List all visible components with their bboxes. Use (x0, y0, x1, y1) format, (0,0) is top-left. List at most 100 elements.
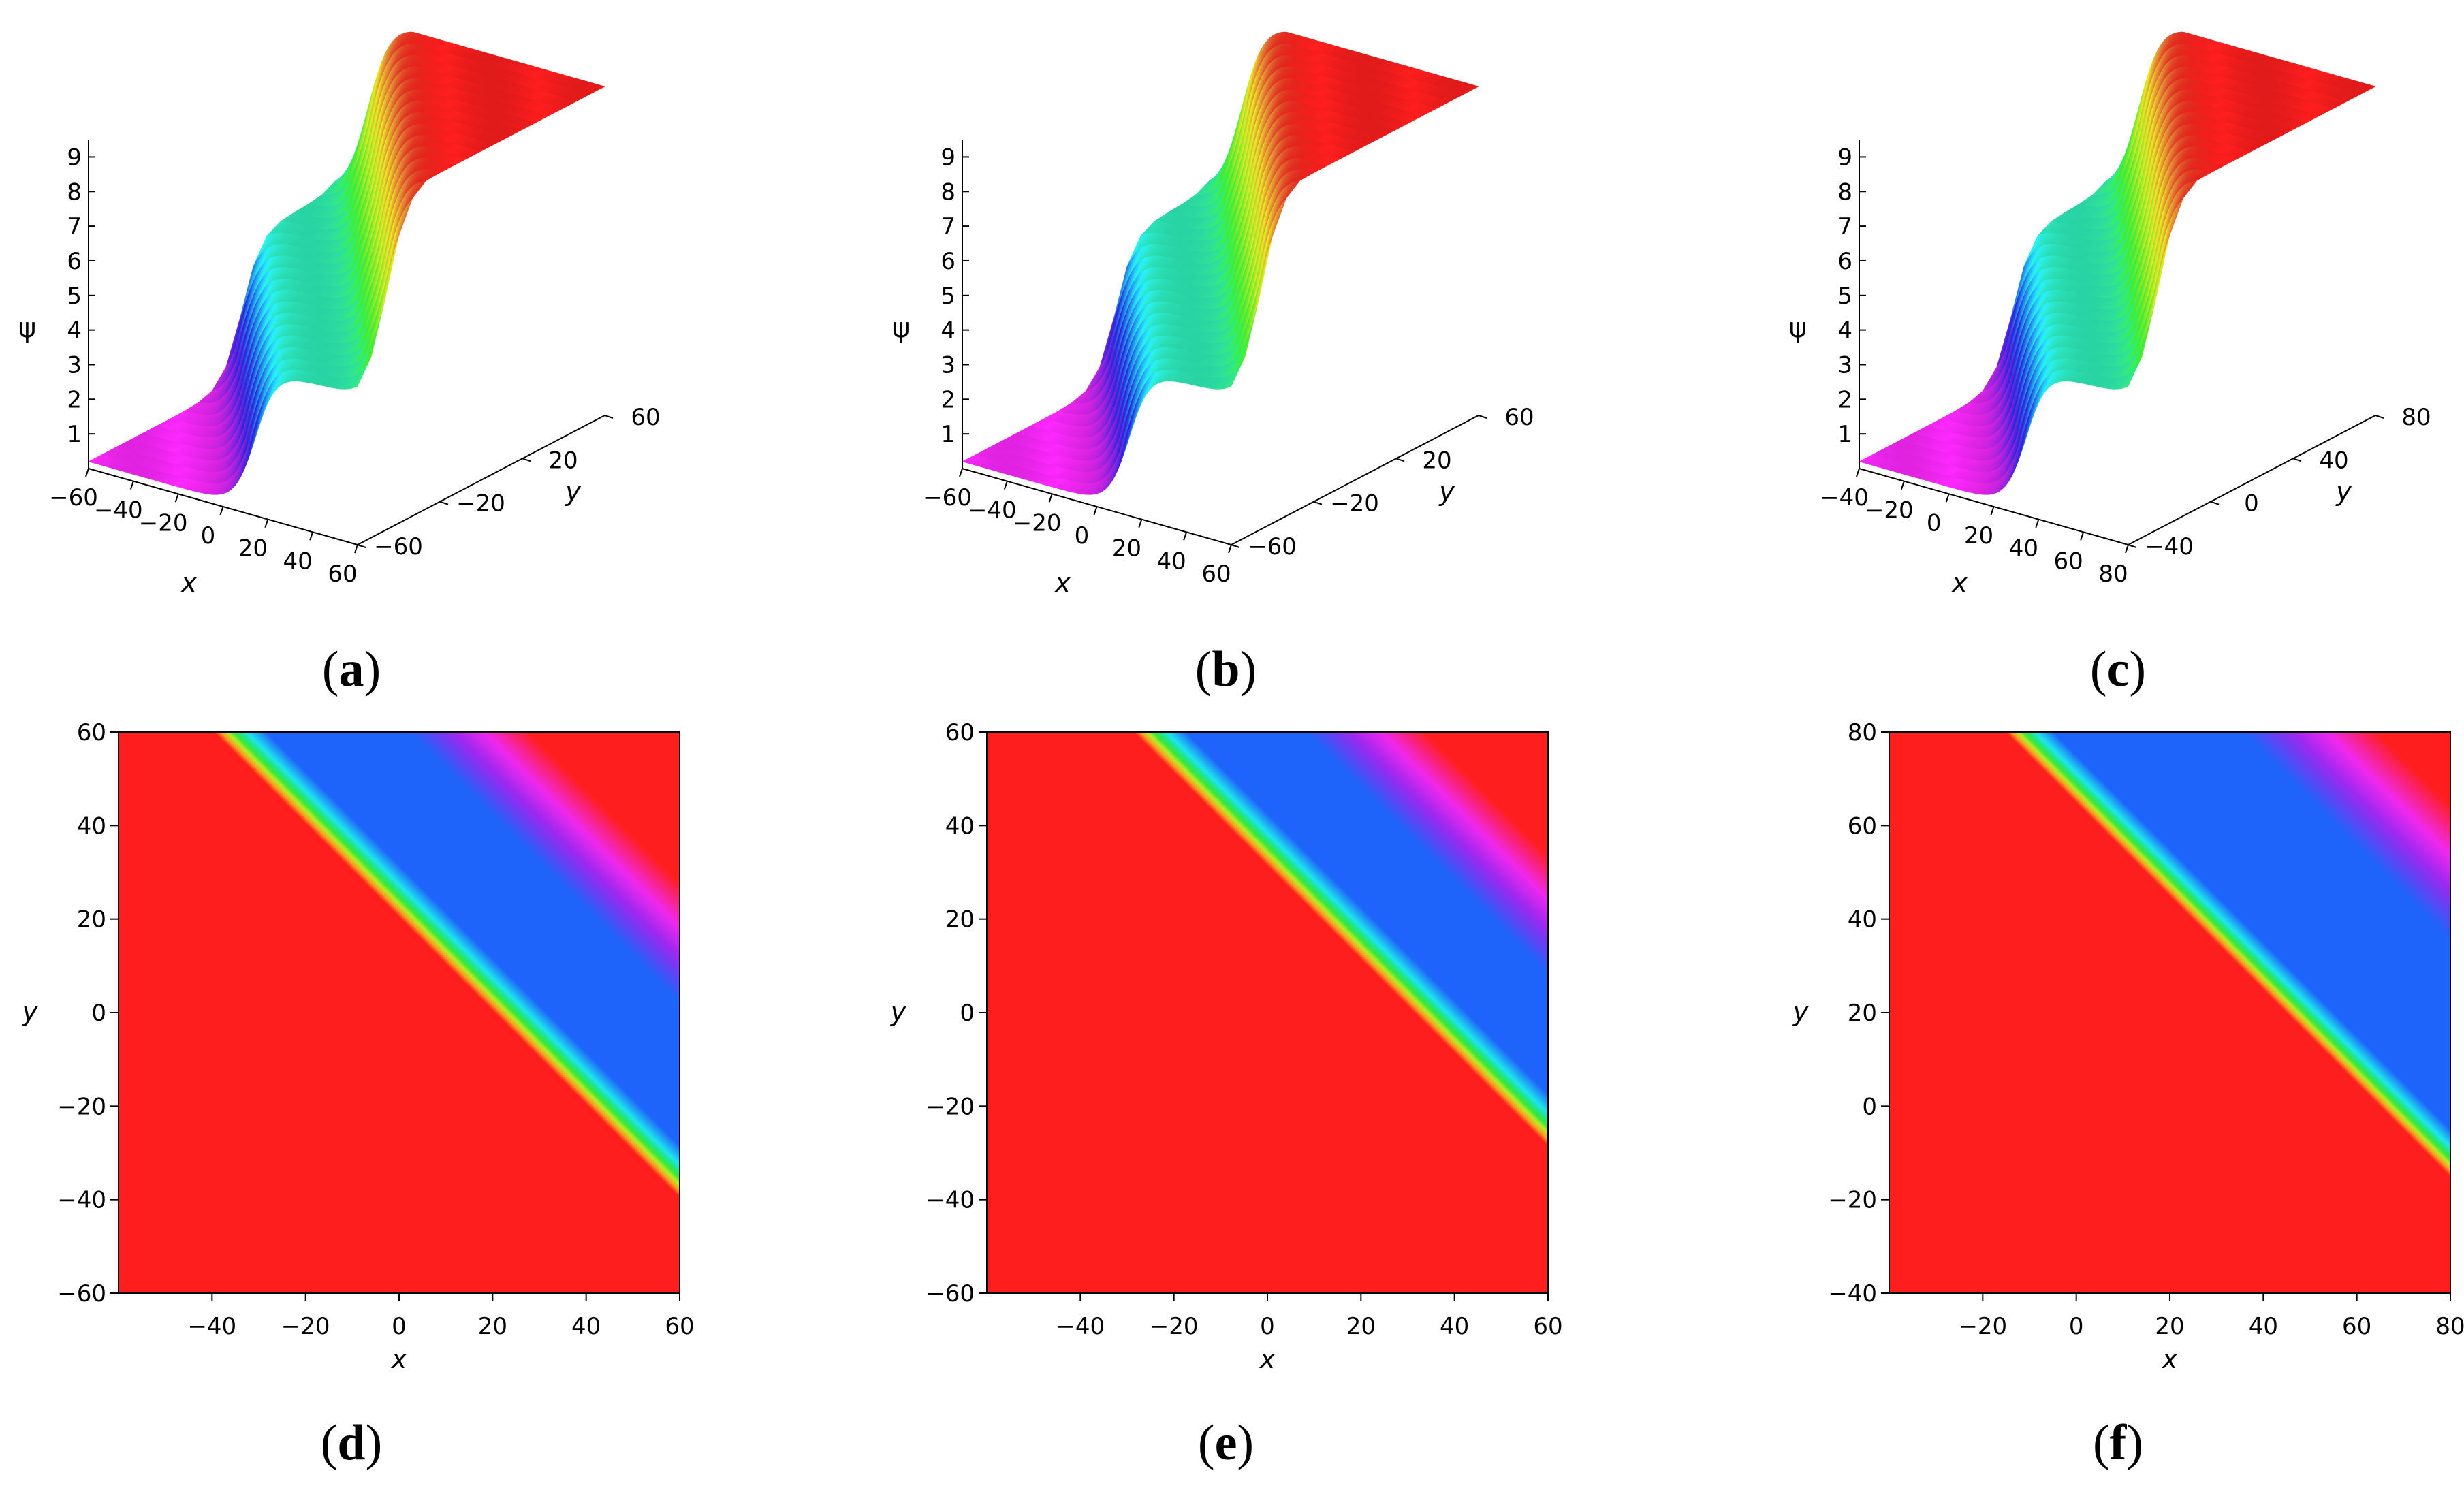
ytick-label-d: 40 (77, 812, 106, 840)
ytick-mark-a (440, 502, 448, 505)
ztick-label-a: 9 (67, 144, 82, 171)
xtick-mark-b (1139, 520, 1141, 528)
ytick-label-a: −20 (456, 490, 505, 518)
xtick-mark-b (1005, 481, 1007, 490)
ztick-label-a: 8 (67, 178, 82, 206)
xtick-label-d: 0 (392, 1313, 407, 1340)
xtick-label-a: −60 (49, 484, 98, 511)
ztick-label-a: 5 (67, 283, 82, 310)
xtick-label-f: 80 (2435, 1313, 2464, 1340)
ztick-label-b: 9 (941, 144, 955, 171)
ytick-mark-b (1479, 415, 1487, 418)
xtick-mark-b (1229, 545, 1231, 553)
xtick-label-e: −40 (1056, 1313, 1105, 1340)
xlabel-f: x (2162, 1344, 2178, 1374)
xtick-label-b: −60 (923, 484, 972, 511)
xtick-label-b: 0 (1075, 522, 1090, 550)
xtick-label-e: 0 (1260, 1313, 1275, 1340)
xtick-label-f: 60 (2342, 1313, 2371, 1340)
ytick-label-e: 20 (945, 906, 975, 934)
heatmap-field-f (1889, 732, 2450, 1293)
ytick-label-e: 60 (945, 719, 975, 746)
ztick-label-a: 1 (67, 421, 82, 448)
xtick-label-f: −20 (1958, 1313, 2007, 1340)
ytick-label-d: −60 (57, 1280, 106, 1307)
xtick-label-a: 20 (238, 535, 268, 562)
ytick-label-b: −60 (1248, 533, 1297, 560)
ytick-mark-b (1231, 545, 1239, 547)
xtick-label-d: −40 (187, 1313, 236, 1340)
ztick-label-a: 3 (67, 351, 82, 379)
xtick-mark-a (265, 520, 268, 528)
ytick-label-e: −20 (926, 1093, 975, 1120)
zlabel-a: ψ (18, 313, 36, 344)
xtick-label-d: 20 (478, 1313, 507, 1340)
ytick-label-d: −40 (57, 1187, 106, 1214)
xtick-mark-b (1049, 494, 1052, 502)
xlabel-b: x (1054, 568, 1071, 598)
xtick-label-f: 0 (2069, 1313, 2084, 1340)
xtick-mark-a (310, 532, 313, 540)
xtick-label-b: 60 (1201, 560, 1231, 588)
ytick-label-f: −40 (1828, 1280, 1877, 1307)
xtick-mark-b (1094, 507, 1097, 515)
ztick-label-b: 2 (941, 386, 955, 413)
ytick-label-e: −60 (926, 1280, 975, 1307)
ztick-label-b: 8 (941, 178, 955, 206)
ztick-label-a: 7 (67, 213, 82, 240)
ytick-label-f: −20 (1828, 1187, 1877, 1214)
ylabel-e: y (890, 997, 906, 1027)
xlabel-a: x (180, 568, 197, 598)
xtick-mark-a (355, 545, 358, 553)
xtick-label-e: 20 (1346, 1313, 1376, 1340)
ytick-label-e: 0 (960, 1000, 975, 1027)
xlabel-d: x (391, 1344, 407, 1374)
ylabel-a: y (565, 477, 581, 507)
ztick-label-a: 2 (67, 386, 82, 413)
xtick-label-d: 40 (571, 1313, 601, 1340)
ytick-label-b: 60 (1504, 404, 1534, 431)
ytick-label-f: 20 (1848, 1000, 1877, 1027)
ytick-mark-a (522, 458, 531, 461)
xtick-label-e: 40 (1440, 1313, 1469, 1340)
heatmap-field-e (987, 732, 1548, 1293)
ytick-label-f: 60 (1848, 812, 1877, 840)
xtick-label-a: 60 (328, 560, 357, 588)
xtick-label-b: 40 (1157, 547, 1186, 575)
ytick-label-f: 80 (1848, 719, 1877, 746)
xtick-label-b: −40 (968, 497, 1017, 524)
ytick-label-d: −20 (57, 1093, 106, 1120)
ztick-label-b: 5 (941, 283, 955, 310)
xtick-label-f: 40 (2249, 1313, 2278, 1340)
ztick-label-a: 6 (67, 248, 82, 275)
ztick-label-b: 1 (941, 421, 955, 448)
xtick-mark-b (960, 469, 962, 477)
ztick-label-b: 6 (941, 248, 955, 275)
xtick-mark-a (221, 507, 223, 515)
ytick-mark-a (358, 545, 366, 547)
ytick-label-a: 20 (548, 447, 578, 474)
ylabel-b: y (1438, 477, 1455, 507)
ztick-label-a: 4 (67, 317, 82, 345)
xtick-mark-a (131, 481, 133, 490)
ytick-label-a: 60 (631, 404, 660, 431)
xtick-label-f: 20 (2155, 1313, 2184, 1340)
ztick-label-b: 3 (941, 351, 955, 379)
ylabel-d: y (22, 997, 38, 1027)
ytick-label-e: 40 (945, 812, 975, 840)
xtick-label-e: −20 (1150, 1313, 1199, 1340)
xtick-label-b: −20 (1013, 509, 1062, 537)
xtick-label-a: 0 (201, 522, 216, 550)
xtick-label-a: 40 (283, 547, 313, 575)
ylabel-f: y (1792, 997, 1809, 1027)
ytick-mark-a (605, 415, 613, 418)
ytick-mark-b (1396, 458, 1404, 461)
ztick-label-b: 7 (941, 213, 955, 240)
xtick-label-e: 60 (1533, 1313, 1562, 1340)
ytick-label-b: 20 (1422, 447, 1451, 474)
